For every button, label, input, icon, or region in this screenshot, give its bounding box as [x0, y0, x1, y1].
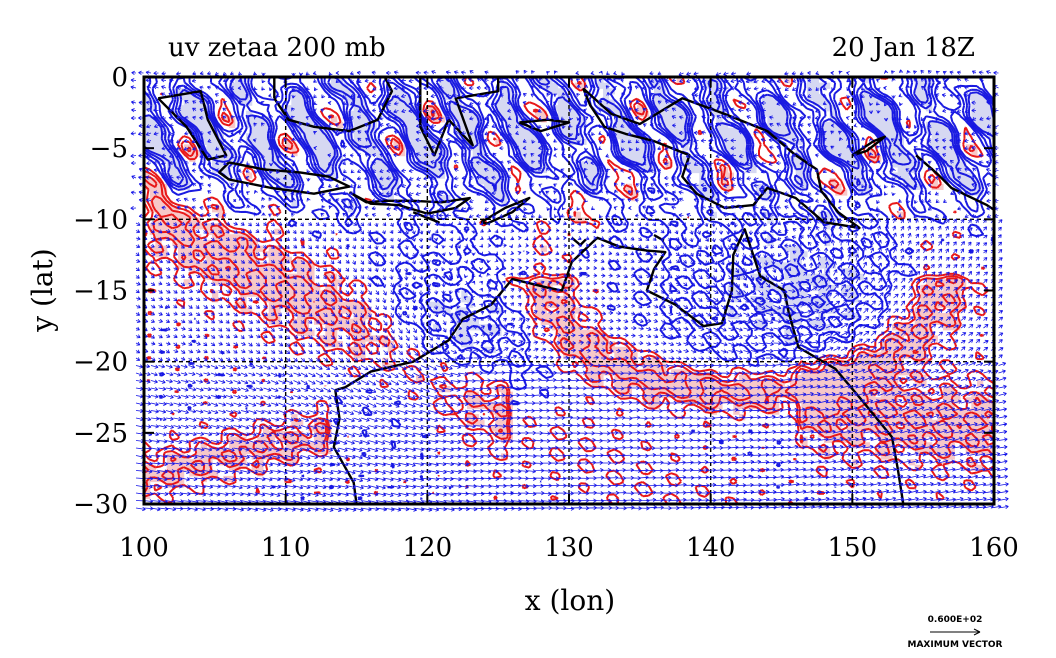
y-tick-label: −20 — [73, 348, 128, 378]
coastline — [915, 154, 994, 212]
y-axis-label: y (lat) — [26, 248, 59, 332]
vector-key-value: 0.600E+02 — [928, 615, 983, 625]
vector-key-caption: MAXIMUM VECTOR — [907, 640, 1002, 650]
coastline — [157, 90, 228, 161]
coastline — [419, 77, 500, 157]
coastline — [332, 389, 358, 504]
y-tick-label: −5 — [90, 134, 128, 164]
coastline — [412, 211, 440, 224]
chart-title: uv zetaa 200 mb — [168, 33, 386, 63]
coastline — [273, 77, 394, 133]
coastline — [334, 228, 905, 504]
x-tick-label: 140 — [686, 533, 736, 563]
y-tick-label: −30 — [73, 490, 128, 520]
coastline — [851, 135, 887, 157]
x-tick-label: 110 — [261, 533, 311, 563]
y-tick-label: −10 — [73, 205, 128, 235]
x-tick-label: 100 — [119, 533, 169, 563]
x-axis-label: x (lon) — [525, 584, 615, 617]
y-tick-label: 0 — [111, 63, 128, 93]
vector-key-arrow — [930, 628, 981, 636]
wind-vectors — [130, 69, 1009, 512]
coastline — [480, 196, 531, 225]
x-tick-label: 150 — [828, 533, 878, 563]
x-tick-label: 160 — [969, 533, 1019, 563]
coastline — [582, 87, 861, 230]
chart-subtitle: 20 Jan 18Z — [832, 33, 975, 63]
coastline — [348, 191, 471, 215]
y-tick-label: −25 — [73, 419, 128, 449]
coastline — [217, 161, 351, 195]
x-tick-label: 130 — [544, 533, 594, 563]
y-tick-label: −15 — [73, 277, 128, 307]
x-tick-label: 120 — [403, 533, 453, 563]
